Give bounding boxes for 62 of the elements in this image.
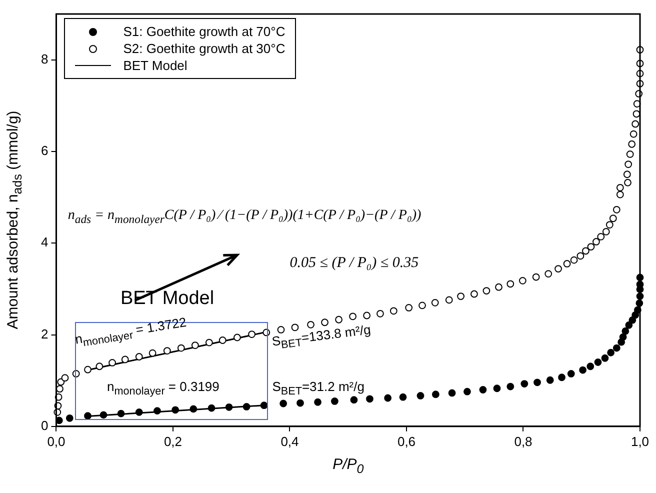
annotation: S$_{BET}$=31.2 m²/g — [272, 378, 364, 398]
point — [366, 395, 374, 403]
point — [625, 321, 633, 329]
point — [225, 403, 233, 411]
x-tick-label: 0,8 — [514, 434, 532, 449]
point — [154, 407, 161, 415]
y-tick-label: 2 — [40, 326, 48, 342]
point — [172, 406, 180, 414]
point — [567, 370, 575, 378]
point — [280, 400, 288, 408]
point — [586, 362, 594, 370]
legend-label: S2: Goethite growth at 30°C — [123, 41, 286, 56]
annotation: n$_{monolayer}$ = 0.3199 — [107, 378, 220, 398]
annotation: n$_{ads}$ = n$_{monolayer}$C(P / P₀) ⁄ (1−(P / P₀))(1+C(P / P₀)−(P / P₀)) — [68, 208, 422, 226]
point — [622, 327, 630, 335]
x-tick-label: 0,4 — [280, 434, 299, 449]
point — [100, 411, 108, 419]
x-tick-label: 0,2 — [164, 434, 182, 449]
point — [399, 393, 407, 401]
y-tick-label: 8 — [40, 51, 48, 66]
legend-label: S1: Goethite growth at 70°C — [123, 24, 286, 39]
point — [579, 366, 586, 374]
point — [448, 389, 456, 397]
point — [135, 408, 143, 416]
point — [612, 344, 620, 352]
point — [594, 358, 602, 366]
point — [534, 378, 541, 386]
point — [350, 396, 358, 404]
point — [314, 398, 322, 406]
annotation: S$_{BET}$=133.8 m²/g — [271, 321, 372, 352]
annotation: n$_{monolayer}$ = 1.3722 — [74, 314, 188, 350]
y-tick-label: 6 — [40, 143, 48, 158]
x-tick-label: 1,0 — [630, 434, 650, 449]
point — [493, 384, 501, 392]
point — [260, 402, 268, 410]
point — [208, 404, 216, 412]
point — [190, 405, 198, 413]
point — [66, 414, 74, 422]
point — [416, 392, 424, 400]
x-tick-label: 0,6 — [397, 434, 416, 449]
annotation: 0.05 ≤ (P / P₀) ≤ 0.35 — [290, 255, 419, 272]
x-tick-label: 0,0 — [47, 434, 66, 449]
point — [506, 382, 514, 390]
point — [117, 410, 125, 418]
y-tick-label: 4 — [40, 234, 48, 250]
legend-label: BET Model — [123, 58, 188, 73]
point — [384, 394, 392, 402]
point — [242, 402, 250, 410]
point — [464, 388, 471, 396]
x-axis-title: P/P$_{0}$ — [332, 456, 364, 476]
point — [520, 380, 528, 388]
point — [330, 398, 338, 405]
y-tick-label: 0 — [40, 418, 48, 433]
point — [558, 374, 566, 382]
point — [607, 348, 615, 356]
point — [619, 333, 627, 341]
point — [84, 412, 92, 420]
point — [296, 399, 304, 407]
point — [601, 354, 609, 362]
point — [479, 386, 487, 394]
point — [432, 390, 440, 398]
point — [546, 376, 554, 384]
